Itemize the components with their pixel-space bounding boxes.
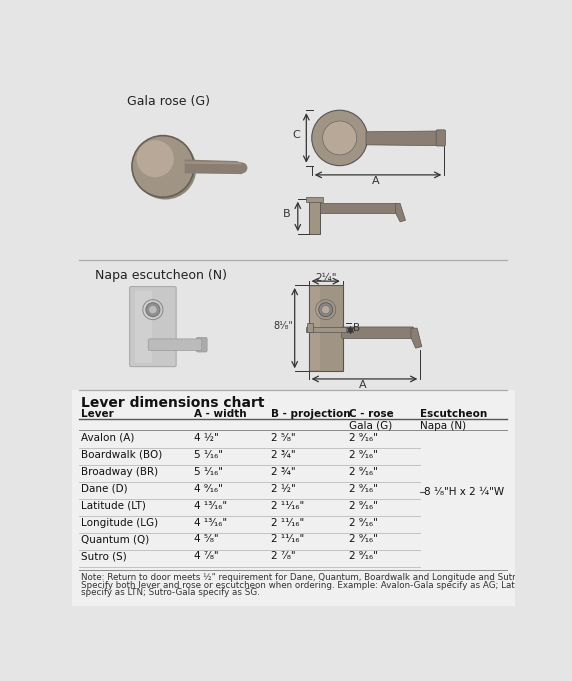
Circle shape: [323, 121, 357, 155]
Text: 2 ⁵⁄₈": 2 ⁵⁄₈": [272, 433, 296, 443]
Text: 2 ⁹⁄₁₆": 2 ⁹⁄₁₆": [349, 518, 378, 528]
Text: 2 ¾": 2 ¾": [272, 466, 296, 477]
Text: 4 ⁹⁄₁₆": 4 ⁹⁄₁₆": [194, 484, 223, 494]
Text: Longitude (LG): Longitude (LG): [81, 518, 158, 528]
FancyBboxPatch shape: [196, 337, 207, 352]
Circle shape: [319, 303, 333, 317]
Text: 2 ⁹⁄₁₆": 2 ⁹⁄₁₆": [349, 449, 378, 460]
Text: Note: Return to door meets ½" requirement for Dane, Quantum, Boardwalk and Longi: Note: Return to door meets ½" requiremen…: [81, 573, 553, 582]
Text: Dane (D): Dane (D): [81, 484, 128, 494]
Text: 4 ¹³⁄₁₆": 4 ¹³⁄₁₆": [194, 501, 227, 511]
Text: A: A: [372, 176, 380, 187]
Text: 4 ⁵⁄₈": 4 ⁵⁄₈": [194, 535, 219, 545]
Text: 4 ¹³⁄₁₆": 4 ¹³⁄₁₆": [194, 518, 227, 528]
Text: C: C: [292, 130, 300, 140]
Text: Napa (N): Napa (N): [420, 421, 466, 430]
Text: Lever: Lever: [81, 409, 114, 419]
Text: 2 ¹¹⁄₁₆": 2 ¹¹⁄₁₆": [272, 535, 305, 545]
Bar: [305, 197, 323, 202]
Bar: [310, 287, 320, 370]
Text: 4 ⁷⁄₈": 4 ⁷⁄₈": [194, 552, 219, 561]
Text: 5 ¹⁄₁₆": 5 ¹⁄₁₆": [194, 466, 223, 477]
Text: 4 ½": 4 ½": [194, 433, 219, 443]
Text: 2 ⁷⁄₈": 2 ⁷⁄₈": [272, 552, 296, 561]
Text: Sutro (S): Sutro (S): [81, 552, 126, 561]
Text: B - projection: B - projection: [272, 409, 351, 419]
Text: Napa escutcheon (N): Napa escutcheon (N): [95, 269, 227, 282]
Text: 2 ⁹⁄₁₆": 2 ⁹⁄₁₆": [349, 433, 378, 443]
FancyBboxPatch shape: [148, 339, 202, 351]
Polygon shape: [185, 159, 247, 174]
Text: 2 ¾": 2 ¾": [272, 449, 296, 460]
Text: 2¼": 2¼": [315, 272, 336, 283]
Text: A: A: [359, 381, 367, 390]
Bar: [72, 390, 515, 606]
Text: 8¹⁄₈": 8¹⁄₈": [273, 321, 293, 331]
FancyBboxPatch shape: [341, 327, 414, 338]
Text: 5 ¹⁄₁₆": 5 ¹⁄₁₆": [194, 449, 223, 460]
Polygon shape: [366, 131, 442, 146]
Text: 2 ⁹⁄₁₆": 2 ⁹⁄₁₆": [349, 501, 378, 511]
Circle shape: [137, 140, 174, 177]
FancyBboxPatch shape: [130, 287, 176, 366]
FancyBboxPatch shape: [135, 290, 152, 363]
Text: Gala (G): Gala (G): [349, 421, 392, 430]
Text: 2 ⁹⁄₁₆": 2 ⁹⁄₁₆": [349, 484, 378, 494]
Polygon shape: [411, 328, 422, 348]
Bar: [307, 323, 313, 332]
Bar: [309, 199, 320, 234]
Text: A - width: A - width: [194, 409, 247, 419]
Polygon shape: [395, 204, 406, 222]
Text: Boardwalk (BO): Boardwalk (BO): [81, 449, 162, 460]
Bar: [320, 204, 397, 212]
Text: 2 ½": 2 ½": [272, 484, 296, 494]
Circle shape: [132, 136, 194, 197]
Text: Avalon (A): Avalon (A): [81, 433, 134, 443]
Text: B: B: [353, 323, 360, 333]
Text: Latitude (LT): Latitude (LT): [81, 501, 146, 511]
Circle shape: [321, 305, 330, 314]
Circle shape: [146, 303, 160, 317]
Text: specify as LTN; Sutro-Gala specify as SG.: specify as LTN; Sutro-Gala specify as SG…: [81, 588, 260, 597]
Text: Lever dimensions chart: Lever dimensions chart: [81, 396, 264, 410]
Text: Escutcheon: Escutcheon: [420, 409, 487, 419]
Text: 2 ⁹⁄₁₆": 2 ⁹⁄₁₆": [349, 466, 378, 477]
Text: 2 ⁹⁄₁₆": 2 ⁹⁄₁₆": [349, 552, 378, 561]
Text: Quantum (Q): Quantum (Q): [81, 535, 149, 545]
Circle shape: [134, 138, 196, 200]
Bar: [305, 327, 346, 332]
Ellipse shape: [237, 163, 248, 174]
Circle shape: [312, 110, 368, 165]
Text: C - rose: C - rose: [349, 409, 394, 419]
Circle shape: [149, 305, 157, 314]
Text: Gala rose (G): Gala rose (G): [128, 95, 210, 108]
Text: Broadway (BR): Broadway (BR): [81, 466, 158, 477]
Bar: [309, 285, 343, 371]
FancyBboxPatch shape: [436, 130, 446, 146]
Text: 2 ⁹⁄₁₆": 2 ⁹⁄₁₆": [349, 535, 378, 545]
Text: Specify both lever and rose or escutcheon when ordering. Example: Avalon-Gala sp: Specify both lever and rose or escutcheo…: [81, 581, 563, 590]
Text: 2 ¹¹⁄₁₆": 2 ¹¹⁄₁₆": [272, 501, 305, 511]
Text: 2 ¹¹⁄₁₆": 2 ¹¹⁄₁₆": [272, 518, 305, 528]
Text: 8 ¹⁄₈"H x 2 ¼"W: 8 ¹⁄₈"H x 2 ¼"W: [424, 487, 505, 497]
Text: B: B: [283, 209, 291, 219]
